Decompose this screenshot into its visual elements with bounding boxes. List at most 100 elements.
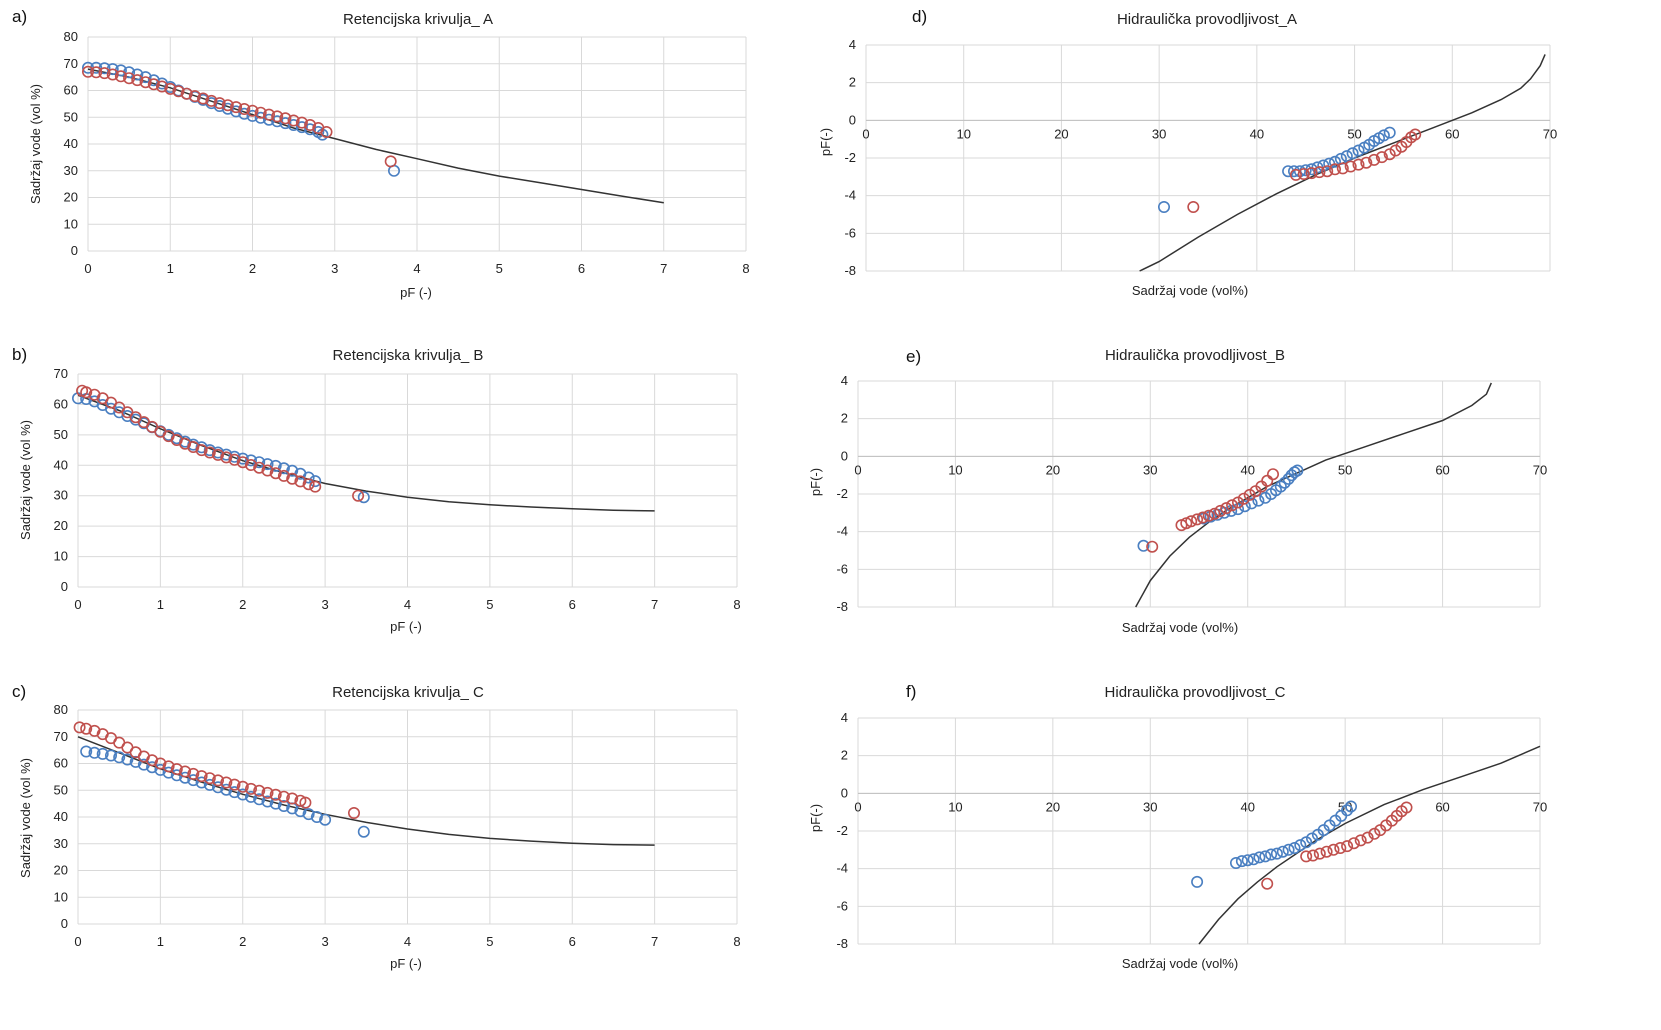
x-tick-label: 4 xyxy=(413,261,420,276)
blue-data-point xyxy=(230,105,243,118)
x-tick-label: 3 xyxy=(322,934,329,949)
blue-data-point xyxy=(357,825,370,838)
red-data-point xyxy=(228,453,241,466)
red-data-point xyxy=(88,724,101,737)
red-data-point xyxy=(347,806,360,819)
blue-data-point xyxy=(228,450,241,463)
x-tick-label: 3 xyxy=(331,261,338,276)
y-tick-label: 4 xyxy=(841,710,848,725)
blue-data-point xyxy=(277,799,290,812)
x-tick-label: 0 xyxy=(74,597,81,612)
y-tick-label: 20 xyxy=(54,863,68,878)
x-tick-label: 7 xyxy=(651,934,658,949)
red-data-point xyxy=(82,65,95,78)
blue-data-point xyxy=(1232,503,1245,516)
red-data-point xyxy=(261,464,274,477)
x-tick-label: 2 xyxy=(239,597,246,612)
red-data-point xyxy=(1297,168,1310,181)
blue-data-point xyxy=(105,749,118,762)
blue-data-point xyxy=(1247,853,1260,866)
red-data-point xyxy=(261,786,274,799)
blue-data-point xyxy=(1270,847,1283,860)
blue-data-point xyxy=(1291,464,1304,477)
panel-label: e) xyxy=(906,347,921,366)
red-data-point xyxy=(1187,201,1200,214)
x-tick-label: 10 xyxy=(948,462,962,477)
chart-title: Retencijska krivulja_ B xyxy=(333,347,484,364)
red-data-point xyxy=(106,68,119,81)
red-data-point xyxy=(262,108,275,121)
red-data-point xyxy=(295,116,308,129)
red-data-point xyxy=(245,458,258,471)
x-tick-label: 6 xyxy=(569,934,576,949)
blue-data-point xyxy=(302,808,315,821)
chart-title: Hidraulička provodljivost_C xyxy=(1105,684,1286,701)
x-tick-label: 60 xyxy=(1435,799,1449,814)
blue-data-point xyxy=(319,813,332,826)
red-data-point xyxy=(220,776,233,789)
y-tick-label: -6 xyxy=(844,225,856,240)
chart-title: Hidraulička provodljivost_B xyxy=(1105,347,1285,364)
red-data-point xyxy=(1313,847,1326,860)
y-tick-label: 30 xyxy=(64,163,78,178)
red-data-point xyxy=(1313,166,1326,179)
blue-data-point xyxy=(253,456,266,469)
red-data-point xyxy=(162,760,175,773)
red-data-point xyxy=(80,722,93,735)
red-data-point xyxy=(203,446,216,459)
red-data-point xyxy=(1341,840,1354,853)
red-data-point xyxy=(1191,513,1204,526)
x-tick-label: 8 xyxy=(733,934,740,949)
red-data-point xyxy=(299,796,312,809)
y-tick-label: 60 xyxy=(54,396,68,411)
y-tick-label: 70 xyxy=(54,729,68,744)
y-tick-label: -8 xyxy=(836,936,848,951)
x-tick-label: 40 xyxy=(1240,462,1254,477)
fitted-curve-line xyxy=(1139,54,1546,272)
x-axis-label: Sadržaj vode (vol%) xyxy=(1132,283,1248,298)
y-tick-label: -4 xyxy=(836,524,848,539)
y-tick-label: 60 xyxy=(64,83,78,98)
blue-data-point xyxy=(271,115,284,128)
red-data-point xyxy=(1261,877,1274,890)
red-data-point xyxy=(212,774,225,787)
y-tick-label: 40 xyxy=(54,457,68,472)
x-tick-label: 50 xyxy=(1338,462,1352,477)
red-data-point xyxy=(253,461,266,474)
y-tick-label: 10 xyxy=(64,216,78,231)
red-data-point xyxy=(147,78,160,91)
red-data-point xyxy=(269,788,282,801)
x-tick-label: 70 xyxy=(1533,799,1547,814)
blue-data-point xyxy=(1346,147,1359,160)
red-data-point xyxy=(90,66,103,79)
x-tick-label: 60 xyxy=(1445,126,1459,141)
red-data-point xyxy=(203,772,216,785)
blue-data-point xyxy=(295,121,308,134)
x-tick-label: 50 xyxy=(1347,126,1361,141)
blue-data-point xyxy=(253,793,266,806)
red-data-point xyxy=(302,478,315,491)
y-tick-label: 30 xyxy=(54,836,68,851)
red-data-point xyxy=(1347,837,1360,850)
y-axis-label: Sadržaj vode (vol %) xyxy=(18,758,33,878)
red-data-point xyxy=(287,114,300,127)
x-tick-label: 7 xyxy=(651,597,658,612)
x-axis-label: pF (-) xyxy=(390,619,422,634)
red-data-point xyxy=(1320,845,1333,858)
x-tick-label: 30 xyxy=(1152,126,1166,141)
y-tick-label: -4 xyxy=(844,188,856,203)
x-tick-label: 2 xyxy=(249,261,256,276)
blue-data-point xyxy=(80,745,93,758)
y-tick-label: -2 xyxy=(836,486,848,501)
red-data-point xyxy=(205,94,218,107)
red-data-point xyxy=(228,778,241,791)
x-tick-label: 8 xyxy=(742,261,749,276)
red-data-point xyxy=(212,448,225,461)
red-data-point xyxy=(188,90,201,103)
red-data-point xyxy=(1202,509,1215,522)
y-tick-label: 60 xyxy=(54,756,68,771)
blue-data-point xyxy=(245,454,258,467)
red-data-point xyxy=(269,467,282,480)
red-data-point xyxy=(352,489,365,502)
